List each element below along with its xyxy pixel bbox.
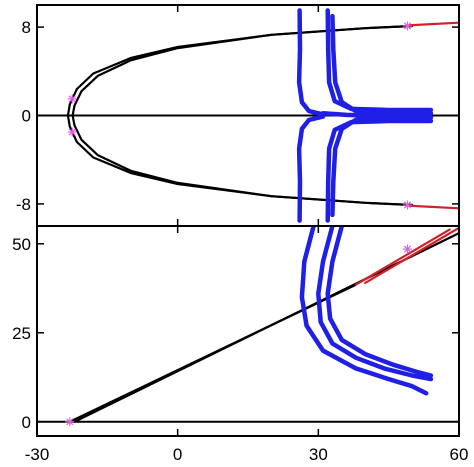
bottom-ytick-label-2: 0 bbox=[22, 413, 31, 432]
top-marker-3 bbox=[402, 200, 412, 210]
top-marker-2 bbox=[402, 21, 412, 31]
top-series-blue-5 bbox=[296, 114, 326, 223]
bottom-xtick-label-0: -30 bbox=[25, 445, 50, 464]
bottom-xtick-label-2: 30 bbox=[309, 445, 328, 464]
bottom-axes: 50 25 0 -30 0 30 60 bbox=[12, 226, 468, 464]
top-series-blue-4 bbox=[296, 8, 326, 117]
bottom-ytick-label-0: 50 bbox=[12, 235, 31, 254]
bottom-series-blue-4 bbox=[299, 226, 429, 396]
top-series-blue-7 bbox=[325, 118, 434, 223]
top-series-red-3 bbox=[406, 204, 459, 210]
top-ytick-label-1: 0 bbox=[22, 107, 31, 126]
bottom-panel-frame bbox=[36, 225, 460, 437]
top-ytick-label-2: -8 bbox=[16, 195, 31, 214]
top-marker-1 bbox=[67, 127, 77, 137]
top-marker-0 bbox=[67, 94, 77, 104]
bottom-ytick-label-1: 25 bbox=[12, 324, 31, 343]
top-series-blue-6 bbox=[325, 8, 434, 113]
bottom-series-blue-6 bbox=[325, 226, 434, 378]
top-plot-area bbox=[37, 8, 459, 223]
top-panel: 8 0 -8 bbox=[16, 4, 460, 227]
top-ytick-label-0: 8 bbox=[22, 18, 31, 37]
top-series-blue-10 bbox=[320, 111, 405, 118]
bottom-xtick-label-3: 60 bbox=[450, 445, 469, 464]
top-series-black-1 bbox=[71, 24, 414, 207]
bottom-series-red-2 bbox=[354, 228, 451, 286]
top-series-blue-8 bbox=[330, 13, 434, 116]
bottom-series-red-3 bbox=[364, 226, 459, 284]
bottom-marker-1 bbox=[402, 244, 412, 254]
top-series-red-2 bbox=[406, 21, 459, 27]
bottom-plot-area bbox=[37, 226, 459, 427]
top-y-axis: 8 0 -8 bbox=[16, 5, 460, 226]
top-series-blue-9 bbox=[330, 115, 434, 218]
bottom-xtick-label-1: 0 bbox=[173, 445, 182, 464]
bottom-panel: 50 25 0 -30 0 30 60 bbox=[12, 225, 468, 464]
bottom-marker-0 bbox=[65, 417, 75, 427]
bottom-series-blue-5 bbox=[316, 226, 434, 382]
